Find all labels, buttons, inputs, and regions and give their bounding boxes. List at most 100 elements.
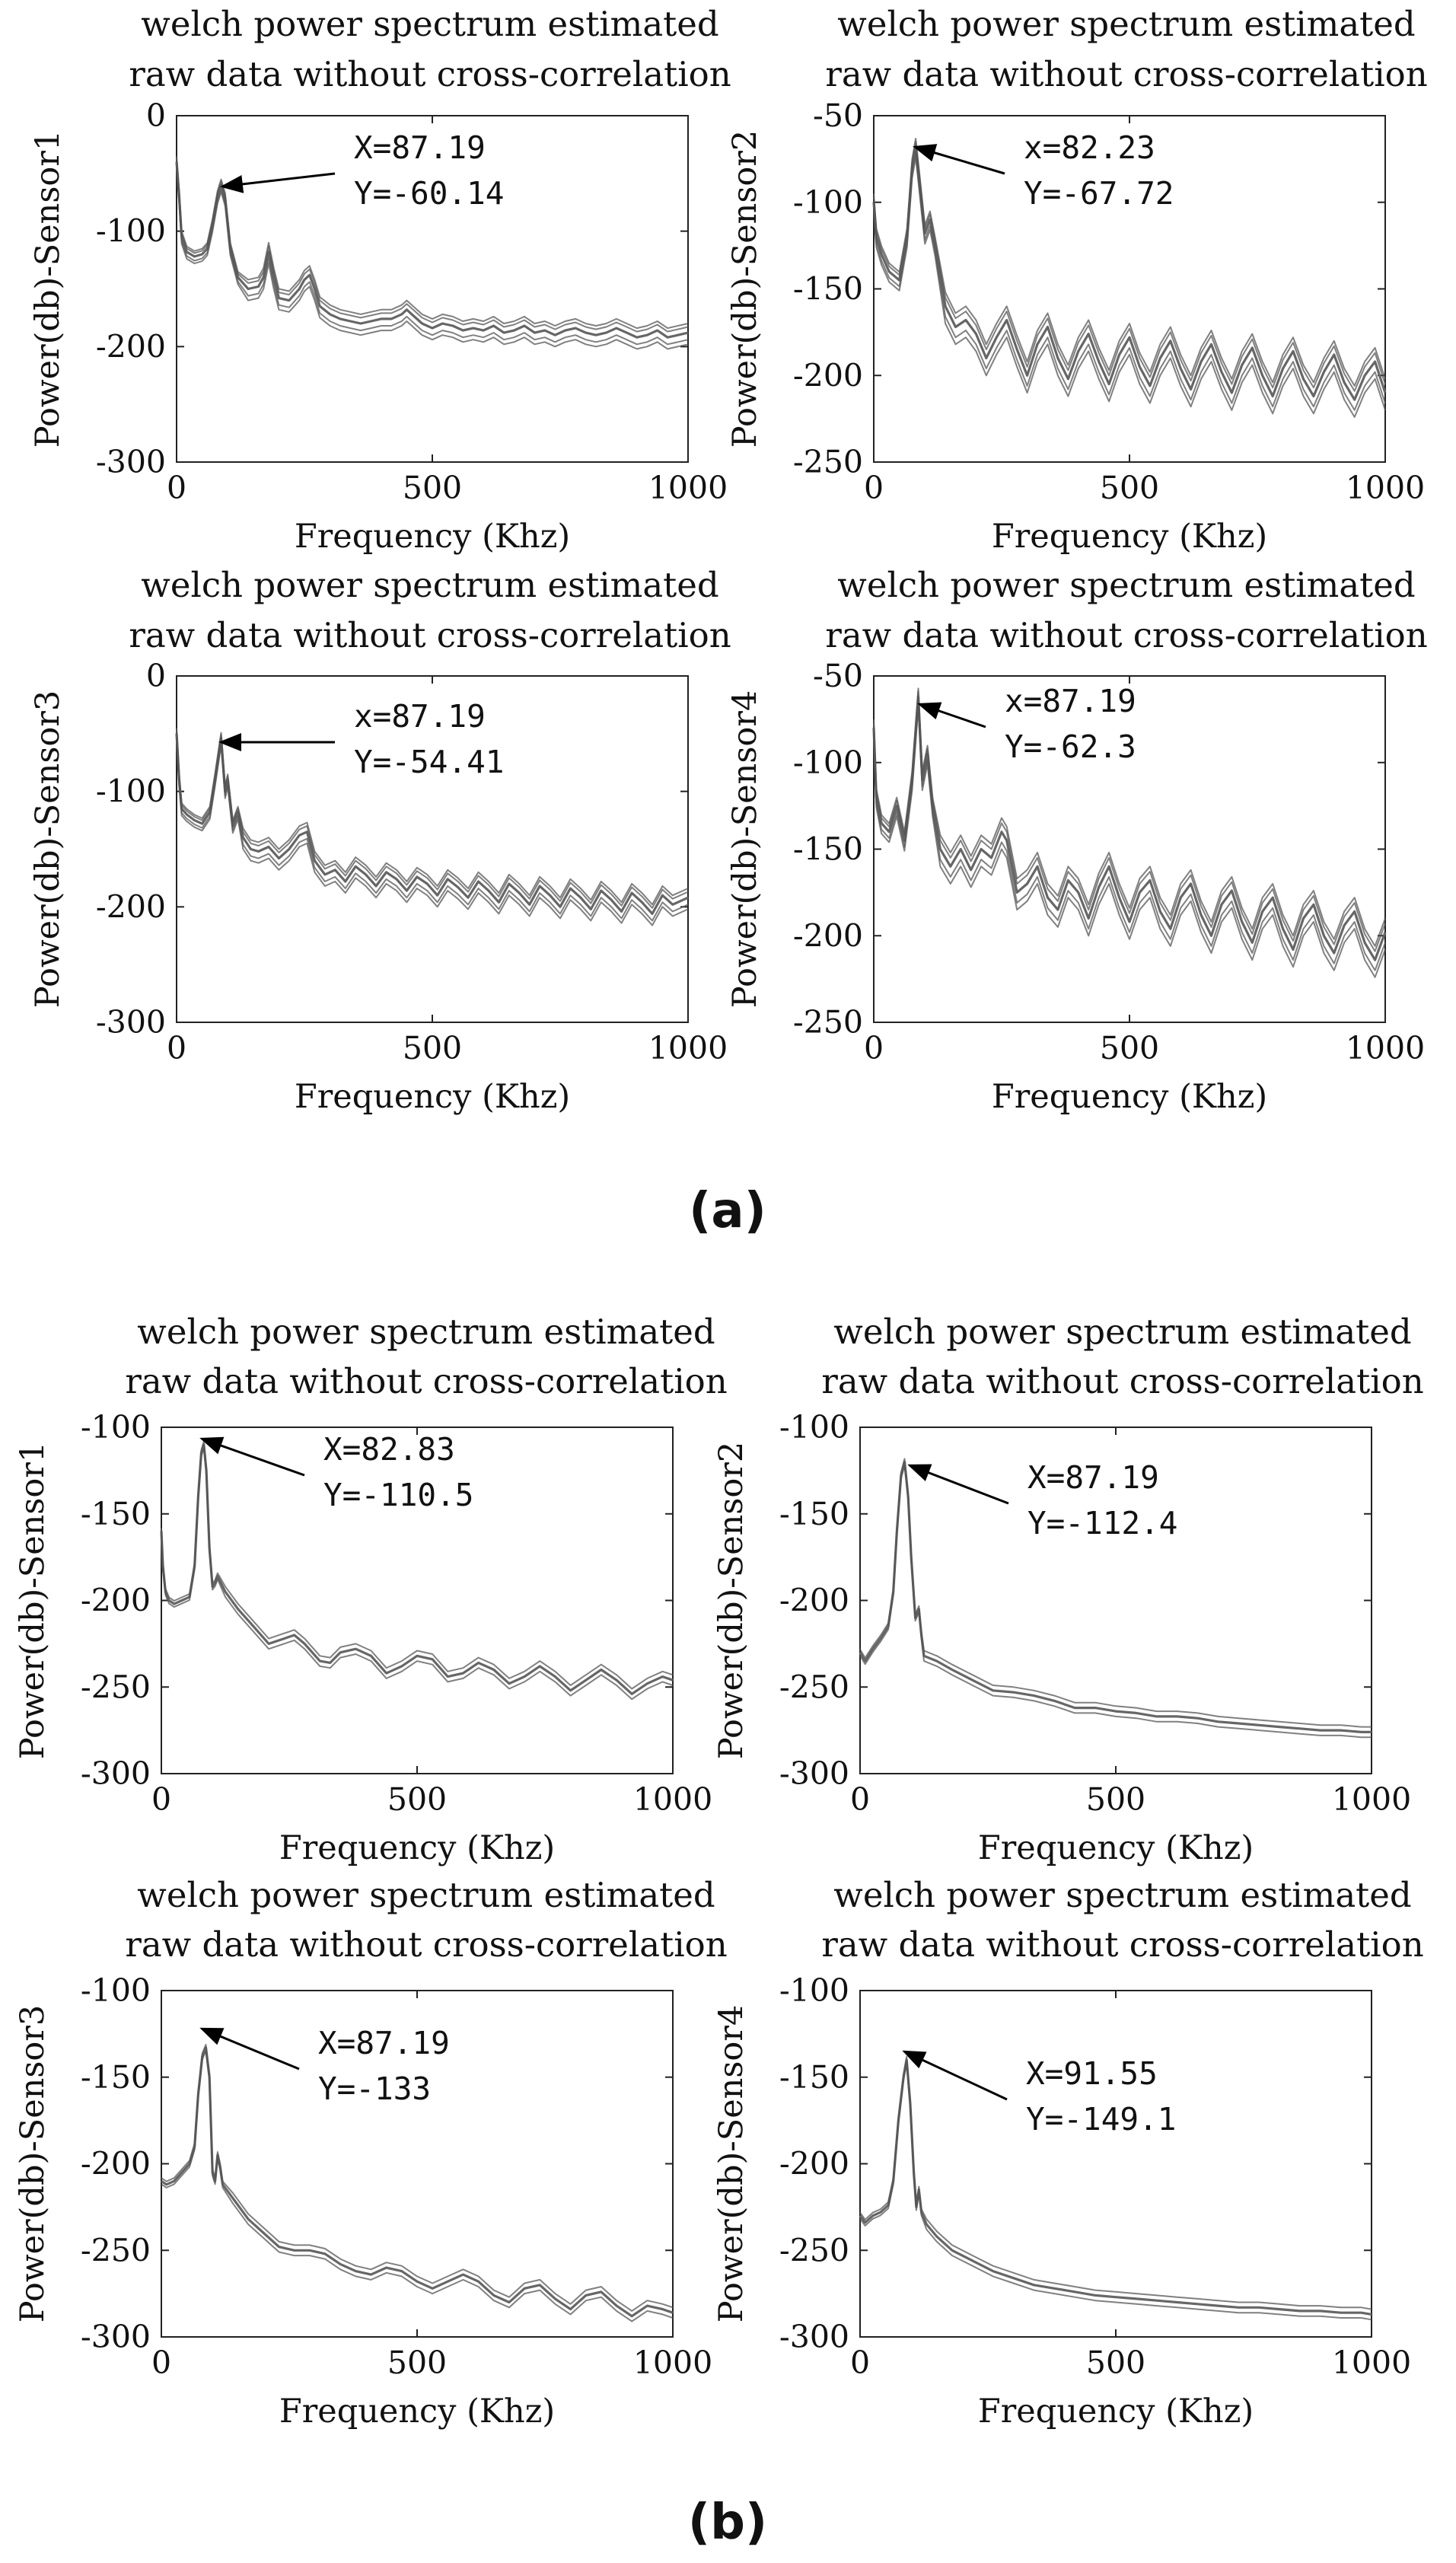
x-axis-label: Frequency (Khz) [279,1829,555,1867]
series-line [873,156,1386,418]
chart-title-line: welch power spectrum estimated [837,565,1415,605]
y-tick-label: -300 [779,2319,849,2355]
annotation-text: Y=-149.1 [1026,2101,1176,2137]
x-tick-label: 0 [864,1030,884,1066]
y-tick-label: -250 [81,1669,151,1705]
y-tick-label: 0 [146,97,166,134]
y-tick-label: -100 [96,213,166,250]
chart-title-line: raw data without cross-correlation [821,1361,1423,1401]
y-axis-label: Power(db)-Sensor2 [712,1442,750,1760]
y-tick-label: -100 [793,744,863,781]
axes-frame [859,1990,1372,2338]
y-tick-label: -250 [779,2232,849,2268]
annotation-text: X=91.55 [1026,2055,1158,2092]
x-tick-label: 500 [1100,1030,1159,1066]
chart-title-line: raw data without cross-correlation [129,615,731,655]
x-tick-label: 0 [151,2345,171,2381]
y-tick-label: -100 [81,1409,151,1446]
x-axis-label: Frequency (Khz) [978,1829,1254,1867]
y-tick-label: -300 [81,2319,151,2355]
annotation-arrow [913,144,1005,175]
y-tick-label: -300 [96,444,166,480]
y-tick-label: -200 [793,917,863,954]
chart-title-line: welch power spectrum estimated [837,4,1415,44]
y-tick-label: -100 [779,1972,849,2009]
x-tick-label: 0 [850,2345,870,2381]
chart-title-line: welch power spectrum estimated [141,565,718,605]
chart-title-line: raw data without cross-correlation [125,1924,727,1965]
series-line [873,138,1386,387]
y-tick-label: -200 [779,2146,849,2182]
chart-a-2: welch power spectrum estimated raw data w… [726,4,1428,556]
y-axis-label: Power(db)-Sensor4 [712,2005,750,2323]
annotation-text: X=87.19 [354,129,486,166]
annotation-arrow [902,2050,1008,2101]
chart-title-line: raw data without cross-correlation [825,615,1427,655]
y-tick-label: -50 [813,97,863,134]
annotation-text: Y=-54.41 [354,744,504,780]
annotation-text: X=82.83 [323,1431,455,1468]
x-tick-label: 1000 [1332,1781,1411,1818]
y-tick-label: -200 [81,1583,151,1619]
x-tick-label: 0 [167,1030,186,1066]
annotation-text: Y=-60.14 [354,175,504,212]
y-tick-label: -150 [793,271,863,308]
x-tick-label: 1000 [633,1781,712,1818]
chart-title-line: raw data without cross-correlation [129,54,731,94]
y-axis-label: Power(db)-Sensor1 [29,130,67,448]
chart-a-3: welch power spectrum estimated raw data w… [29,565,731,1116]
x-tick-label: 1000 [1332,2345,1411,2381]
y-tick-label: -300 [81,1755,151,1792]
y-tick-label: -250 [81,2232,151,2268]
x-tick-label: 0 [864,470,884,506]
annotation-arrow [917,702,986,728]
chart-b-4: welch power spectrum estimated raw data w… [712,1875,1424,2431]
y-axis-label: Power(db)-Sensor3 [14,2005,52,2323]
y-tick-label: -100 [96,773,166,810]
annotation-text: x=87.19 [354,698,486,735]
y-tick-label: -150 [779,2059,849,2096]
annotation-text: X=87.19 [1027,1459,1159,1496]
x-axis-label: Frequency (Khz) [992,1078,1267,1116]
y-tick-label: -150 [793,831,863,868]
annotation-arrow [220,172,336,193]
x-tick-label: 500 [1086,2345,1145,2381]
y-axis-label: Power(db)-Sensor4 [726,690,764,1009]
y-tick-label: -200 [96,328,166,365]
series-line [859,1460,1372,1733]
x-tick-label: 500 [387,2345,447,2381]
x-axis-label: Frequency (Khz) [279,2392,555,2431]
chart-title-line: welch power spectrum estimated [833,1312,1411,1352]
annotation-text: Y=-67.72 [1024,175,1174,212]
x-tick-label: 1000 [648,1030,728,1066]
annotation-arrow [907,1464,1009,1505]
series-line [859,2055,1372,2310]
y-tick-label: -150 [779,1496,849,1532]
series-line [859,2058,1372,2316]
y-tick-label: -200 [779,1583,849,1619]
chart-b-2: welch power spectrum estimated raw data w… [712,1312,1424,1867]
y-tick-label: -100 [81,1972,151,2009]
x-tick-label: 1000 [1346,470,1425,506]
y-tick-label: -200 [96,888,166,925]
annotation-text: Y=-112.4 [1027,1505,1177,1541]
x-tick-label: 0 [151,1781,171,1818]
chart-a-1: welch power spectrum estimated raw data w… [29,4,731,556]
series-line [176,156,689,330]
y-axis-label: Power(db)-Sensor3 [29,690,67,1009]
series-line [176,168,689,350]
x-tick-label: 0 [850,1781,870,1818]
series-line [161,2044,674,2312]
y-tick-label: -100 [779,1409,849,1446]
x-tick-label: 500 [1086,1781,1145,1818]
x-tick-label: 500 [1100,470,1159,506]
series-line [873,152,1386,411]
annotation-text: X=87.19 [318,2025,450,2061]
annotation-arrow [199,1436,305,1477]
series-line [873,141,1386,392]
x-axis-label: Frequency (Khz) [295,1078,570,1116]
y-tick-label: -200 [81,2146,151,2182]
annotation-text: Y=-62.3 [1005,728,1136,765]
chart-title-line: raw data without cross-correlation [821,1924,1423,1965]
